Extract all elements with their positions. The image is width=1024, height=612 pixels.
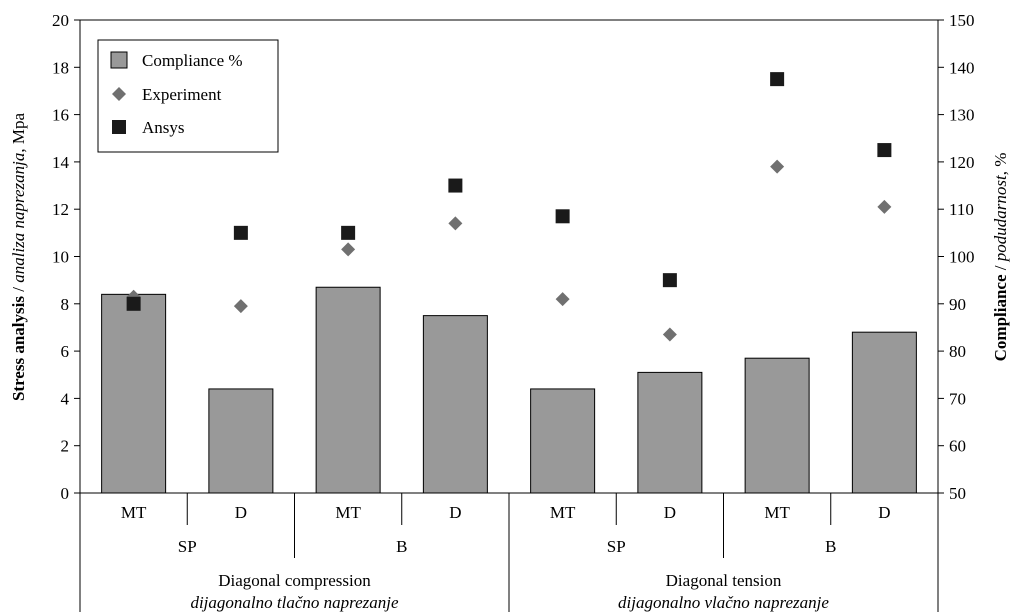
- ansys-point: [448, 178, 463, 193]
- y-right-tick-label: 140: [949, 58, 975, 77]
- ansys-point: [770, 72, 785, 87]
- y-axis-left-title-sep: /: [9, 283, 28, 296]
- group-label: SP: [607, 537, 626, 556]
- y-right-tick-label: 70: [949, 389, 966, 408]
- group-label: B: [396, 537, 407, 556]
- ansys-point: [555, 209, 570, 224]
- legend-label: Compliance %: [142, 51, 243, 70]
- category-label: MT: [121, 503, 147, 522]
- legend-box: [97, 39, 279, 153]
- y-left-tick-label: 2: [61, 437, 70, 456]
- ansys-point: [233, 225, 248, 240]
- category-label: D: [878, 503, 890, 522]
- y-left-tick-label: 6: [61, 342, 70, 361]
- y-axis-left-title: Stress analysis / analiza naprezanja, Mp…: [9, 113, 28, 402]
- y-left-tick-label: 12: [52, 200, 69, 219]
- y-axis-left-title-unit: , Mpa: [9, 113, 28, 153]
- y-right-tick-label: 50: [949, 484, 966, 503]
- category-label: MT: [764, 503, 790, 522]
- category-label: D: [449, 503, 461, 522]
- ansys-point: [341, 225, 356, 240]
- y-right-tick-label: 150: [949, 11, 975, 30]
- axes-layer: 0 2 4 6 8 10 12 14 16 18 20 50 60 70 80 90 100 110 120 130 1…: [52, 11, 975, 503]
- group-subtitle: dijagonalno tlačno naprezanje: [190, 593, 399, 612]
- bars-layer: [101, 286, 917, 494]
- experiment-point: [770, 159, 785, 174]
- y-left-tick-label: 14: [52, 153, 70, 172]
- legend-swatch-compliance: [110, 51, 128, 69]
- compliance-bar: [101, 293, 167, 494]
- experiment-point: [341, 242, 356, 257]
- y-right-tick-label: 130: [949, 106, 975, 125]
- y-axis-right-title: Compliance / podudarnost, %: [991, 153, 1010, 362]
- group-label: B: [825, 537, 836, 556]
- category-label: MT: [550, 503, 576, 522]
- legend-swatch-experiment: [112, 87, 126, 101]
- experiment-point: [877, 199, 892, 214]
- group-title: Diagonal tension: [666, 571, 782, 590]
- ansys-point: [126, 296, 141, 311]
- y-left-tick-label: 8: [61, 295, 70, 314]
- compliance-bar: [208, 388, 274, 494]
- compliance-bar: [315, 286, 381, 494]
- markers-layer: [126, 72, 892, 342]
- group-title: Diagonal compression: [218, 571, 371, 590]
- category-label: D: [235, 503, 247, 522]
- y-left-tick-label: 0: [61, 484, 70, 503]
- y-axis-right-title-sep: /: [991, 261, 1010, 274]
- compliance-bar: [851, 331, 917, 494]
- legend: Compliance % Experiment Ansys: [97, 39, 279, 153]
- y-right-tick-label: 90: [949, 295, 966, 314]
- group-subtitle: dijagonalno vlačno naprezanje: [618, 593, 829, 612]
- compliance-bar: [530, 388, 596, 494]
- y-right-tick-label: 80: [949, 342, 966, 361]
- y-right-tick-label: 120: [949, 153, 975, 172]
- y-right-tick-label: 110: [949, 200, 974, 219]
- y-left-tick-label: 10: [52, 248, 69, 267]
- ansys-point: [877, 143, 892, 158]
- y-axis-left-title-bold: Stress analysis: [9, 296, 28, 401]
- compliance-bar: [422, 315, 488, 494]
- category-layer: MT D MT D MT D MT D SP B SP B Diagonal compression di…: [79, 493, 939, 612]
- experiment-point: [233, 299, 248, 314]
- compliance-bar: [744, 357, 810, 494]
- y-left-tick-label: 4: [61, 389, 70, 408]
- y-left-tick-label: 20: [52, 11, 69, 30]
- category-label: MT: [335, 503, 361, 522]
- group-label: SP: [178, 537, 197, 556]
- y-left-tick-label: 16: [52, 106, 69, 125]
- legend-label: Experiment: [142, 85, 222, 104]
- category-label: D: [664, 503, 676, 522]
- y-axis-right-title-bold: Compliance: [991, 274, 1010, 361]
- y-left-tick-label: 18: [52, 58, 69, 77]
- y-right-tick-label: 60: [949, 437, 966, 456]
- ansys-point: [662, 273, 677, 288]
- compliance-bar: [637, 371, 703, 494]
- y-right-tick-label: 100: [949, 248, 975, 267]
- y-axis-right-title-italic: podudarnost: [991, 174, 1010, 262]
- experiment-point: [448, 216, 463, 231]
- legend-label: Ansys: [142, 118, 185, 137]
- y-axis-left-title-italic: analiza naprezanja: [9, 153, 28, 283]
- experiment-point: [555, 292, 570, 307]
- legend-swatch-ansys: [112, 120, 126, 134]
- experiment-point: [662, 327, 677, 342]
- y-axis-right-title-unit: , %: [991, 153, 1010, 176]
